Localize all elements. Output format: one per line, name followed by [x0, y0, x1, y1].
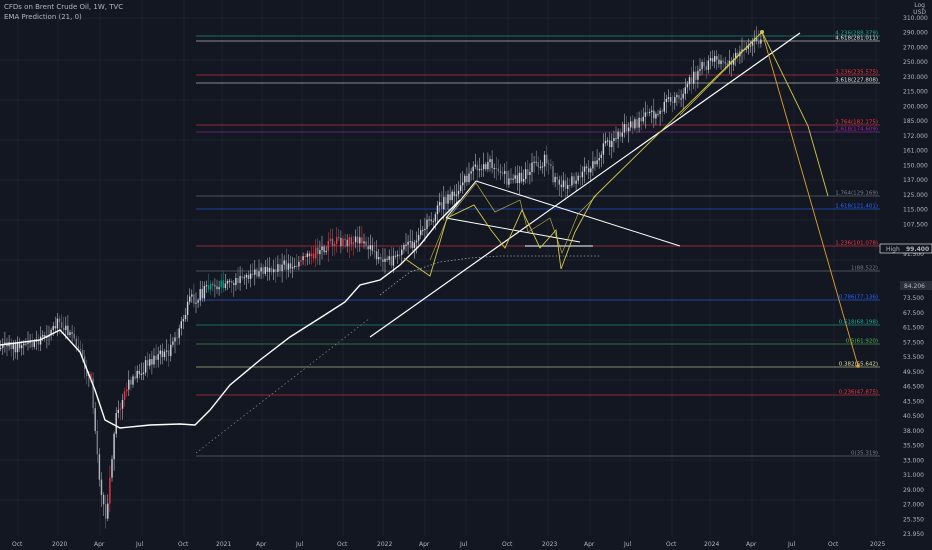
time-tick: Oct — [178, 541, 189, 548]
indicator-title[interactable]: EMA Prediction (21, 0) — [4, 13, 82, 21]
price-tick: 53.500 — [903, 354, 924, 361]
fib-level-label: 0(35.319) — [851, 451, 878, 457]
price-tick: 125.000 — [903, 192, 928, 199]
price-tick: 270.000 — [903, 44, 928, 51]
price-tick: 310.000 — [903, 15, 928, 22]
time-tick: Jul — [135, 541, 144, 548]
zigzag-inner[interactable] — [429, 182, 597, 261]
price-tick: 137.000 — [903, 177, 928, 184]
symbol-title[interactable]: CFDs on Brent Crude Oil, 1W, TVC — [4, 3, 124, 11]
price-tick: 43.500 — [903, 398, 924, 405]
price-tick: 161.000 — [903, 148, 928, 155]
time-tick: Oct — [828, 541, 839, 548]
price-tick: 172.000 — [903, 133, 928, 140]
drawing-tools[interactable] — [369, 30, 860, 368]
time-tick: 2021 — [216, 541, 231, 548]
projection-up-2[interactable] — [679, 31, 763, 116]
fib-level-label: 3.618(227.808) — [835, 78, 878, 84]
trendline-support[interactable] — [369, 32, 801, 338]
scale-log-label: Log — [914, 2, 925, 9]
fib-level-label: 0.382(55.642) — [839, 362, 878, 368]
current-price-badge: High 99.400 — [879, 243, 932, 254]
price-tick: 25.350 — [903, 516, 924, 523]
fib-level-label: 0.618(68.198) — [839, 320, 878, 326]
price-tick: 49.500 — [903, 369, 924, 376]
time-tick: Oct — [12, 541, 23, 548]
projection-down-1[interactable] — [761, 31, 829, 197]
current-price-value: 99.400 — [906, 246, 929, 253]
dotted-trend-line — [195, 317, 371, 454]
projection-point[interactable] — [760, 30, 764, 34]
time-tick: Apr — [746, 541, 757, 548]
price-candles[interactable] — [0, 26, 762, 529]
fib-level-label: 1(88.522) — [851, 266, 878, 272]
price-tick: 200.000 — [903, 103, 928, 110]
price-tick: 29.000 — [903, 487, 924, 494]
fib-level-label: 0.5(61.920) — [846, 339, 878, 345]
time-tick: Oct — [337, 541, 348, 548]
price-tick: 40.500 — [903, 413, 924, 420]
time-tick: Apr — [584, 541, 595, 548]
trendline-channel-top[interactable] — [475, 180, 681, 247]
fib-level-label: 2.764(182.175) — [835, 120, 878, 126]
price-tick: 33.000 — [903, 457, 924, 464]
time-tick: Jul — [623, 541, 632, 548]
time-tick: Jul — [787, 541, 796, 548]
price-tick: 27.000 — [903, 502, 924, 509]
time-tick: Oct — [666, 541, 677, 548]
zigzag-pattern[interactable] — [403, 196, 595, 277]
trendline-flag[interactable] — [445, 180, 477, 219]
price-tick: 67.500 — [903, 310, 924, 317]
price-tick: 31.000 — [903, 472, 924, 479]
projection-down-2[interactable] — [761, 31, 859, 367]
price-tick: 91.500 — [903, 251, 924, 258]
projection-up[interactable] — [593, 31, 763, 198]
price-tick: 215.000 — [903, 89, 928, 96]
price-tick: 150.000 — [903, 162, 928, 169]
fib-level-label: 1.764(129.169) — [835, 191, 878, 197]
scale-currency-label: USD — [913, 9, 926, 16]
time-tick: 2020 — [52, 541, 67, 548]
fib-level-label: 1.618(121.401) — [835, 204, 878, 210]
fib-level-label: 1.236(101.078) — [835, 241, 878, 247]
time-tick: 2023 — [542, 541, 557, 548]
price-tick: 61.500 — [903, 325, 924, 332]
time-tick: Jul — [295, 541, 304, 548]
price-tick: 230.000 — [903, 74, 928, 81]
last-price-badge: 84.206 — [900, 281, 932, 290]
fib-level-label: 2.618(174.609) — [835, 127, 878, 133]
time-tick: Apr — [94, 541, 105, 548]
price-tick: 57.500 — [903, 339, 924, 346]
time-tick: 2022 — [377, 541, 392, 548]
chart-legend[interactable]: CFDs on Brent Crude Oil, 1W, TVC EMA Pre… — [4, 2, 123, 22]
price-tick: 46.500 — [903, 384, 924, 391]
ema-prediction-dots — [379, 255, 600, 296]
price-tick: 250.000 — [903, 59, 928, 66]
price-tick: 73.500 — [903, 295, 924, 302]
fib-level-label: 4.236(288.379) — [835, 31, 878, 37]
time-tick: Jul — [459, 541, 468, 548]
price-tick: 115.000 — [903, 207, 928, 214]
price-tick: 290.000 — [903, 30, 928, 37]
scale-mode[interactable]: Log USD — [913, 2, 926, 16]
time-tick: Oct — [502, 541, 513, 548]
fib-level-label: 0.236(47.875) — [839, 390, 878, 396]
fib-level-label: 4.618(281.011) — [835, 36, 878, 42]
high-label: High — [886, 246, 900, 253]
price-tick: 35.500 — [903, 443, 924, 450]
time-tick: Apr — [256, 541, 267, 548]
time-tick: 2024 — [704, 541, 719, 548]
ema-line — [0, 199, 461, 429]
price-tick: 107.500 — [903, 221, 928, 228]
price-tick: 185.000 — [903, 118, 928, 125]
price-tick: 23.950 — [903, 531, 924, 538]
last-price-value: 84.206 — [904, 283, 925, 290]
fib-level-label: 0.786(77.136) — [839, 295, 878, 301]
time-tick: 2025 — [870, 541, 885, 548]
projection-target[interactable] — [856, 364, 860, 368]
price-tick: 38.000 — [903, 428, 924, 435]
fib-level-label: 3.236(235.575) — [835, 70, 878, 76]
time-tick: Apr — [419, 541, 430, 548]
